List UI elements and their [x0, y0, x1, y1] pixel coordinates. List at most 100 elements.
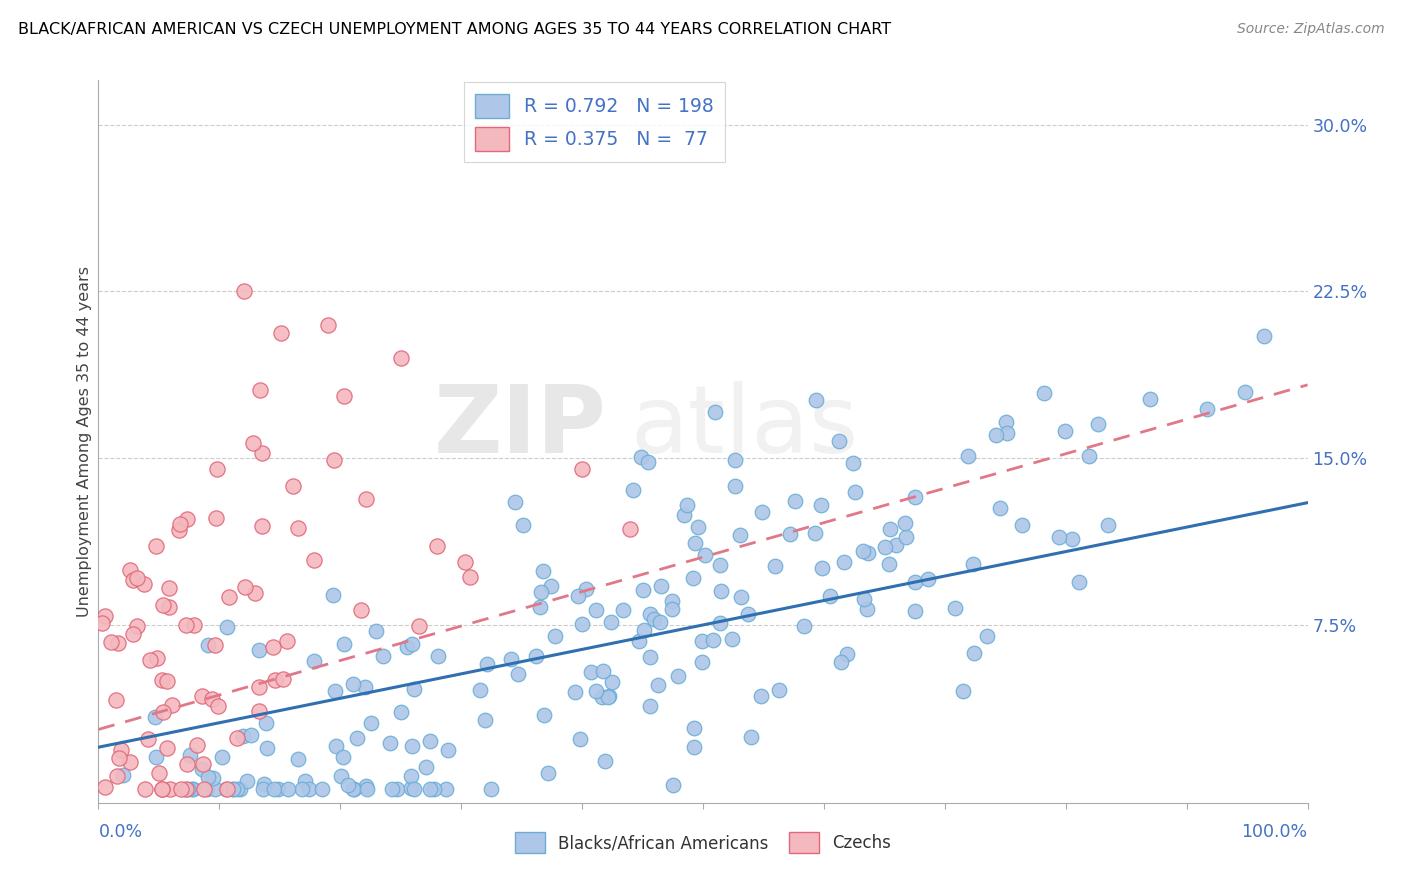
- Point: [204, 782, 226, 797]
- Point: [389, 705, 412, 719]
- Point: [267, 782, 290, 797]
- Point: [879, 522, 901, 536]
- Point: [661, 602, 683, 616]
- Point: [350, 602, 373, 616]
- Point: [138, 653, 160, 667]
- Point: [1054, 425, 1077, 439]
- Point: [145, 750, 167, 764]
- Point: [402, 782, 425, 797]
- Point: [619, 522, 641, 536]
- Point: [631, 583, 654, 598]
- Point: [201, 691, 224, 706]
- Point: [479, 782, 502, 797]
- Point: [1032, 386, 1054, 401]
- Point: [270, 326, 292, 341]
- Point: [751, 689, 773, 703]
- Point: [984, 428, 1007, 442]
- Point: [402, 682, 425, 697]
- Point: [378, 736, 401, 750]
- Point: [1062, 532, 1084, 546]
- Point: [683, 739, 706, 754]
- Point: [852, 544, 875, 558]
- Point: [709, 558, 731, 572]
- Point: [852, 592, 875, 607]
- Point: [793, 618, 815, 632]
- Point: [474, 714, 496, 728]
- Point: [662, 779, 685, 793]
- Point: [524, 648, 547, 663]
- Point: [222, 782, 245, 797]
- Point: [176, 757, 198, 772]
- Point: [107, 750, 129, 764]
- Point: [354, 492, 377, 507]
- Point: [263, 782, 285, 797]
- Point: [262, 640, 284, 654]
- Point: [917, 572, 939, 586]
- Point: [702, 632, 724, 647]
- Point: [256, 740, 278, 755]
- Point: [276, 634, 298, 648]
- Point: [333, 637, 356, 651]
- Point: [343, 782, 366, 797]
- Point: [132, 577, 155, 591]
- Point: [205, 462, 228, 476]
- Point: [976, 629, 998, 643]
- Point: [683, 536, 706, 550]
- Point: [316, 318, 339, 332]
- Point: [239, 728, 262, 742]
- Point: [385, 782, 408, 797]
- Point: [366, 624, 388, 639]
- Point: [311, 782, 333, 797]
- Point: [728, 528, 751, 542]
- Point: [356, 782, 378, 797]
- Point: [896, 530, 918, 544]
- Point: [419, 734, 441, 748]
- Point: [434, 782, 457, 797]
- Point: [730, 590, 752, 604]
- Point: [152, 598, 174, 612]
- Point: [1011, 518, 1033, 533]
- Text: BLACK/AFRICAN AMERICAN VS CZECH UNEMPLOYMENT AMONG AGES 35 TO 44 YEARS CORRELATI: BLACK/AFRICAN AMERICAN VS CZECH UNEMPLOY…: [18, 22, 891, 37]
- Point: [104, 693, 127, 707]
- Point: [197, 638, 219, 652]
- Point: [273, 672, 295, 686]
- Point: [399, 768, 422, 782]
- Point: [591, 690, 613, 704]
- Point: [169, 517, 191, 532]
- Point: [803, 526, 825, 541]
- Point: [499, 652, 522, 666]
- Point: [650, 579, 672, 593]
- Text: 0.0%: 0.0%: [98, 823, 142, 841]
- Point: [595, 755, 617, 769]
- Point: [174, 617, 197, 632]
- Point: [150, 673, 173, 687]
- Point: [242, 435, 264, 450]
- Point: [360, 715, 382, 730]
- Point: [156, 674, 179, 689]
- Point: [842, 456, 865, 470]
- Point: [121, 573, 143, 587]
- Point: [763, 558, 786, 573]
- Point: [721, 632, 744, 646]
- Point: [592, 664, 614, 678]
- Point: [143, 710, 166, 724]
- Text: Source: ZipAtlas.com: Source: ZipAtlas.com: [1237, 22, 1385, 37]
- Point: [830, 655, 852, 669]
- Point: [661, 593, 683, 607]
- Point: [127, 571, 149, 585]
- Point: [894, 516, 917, 530]
- Point: [322, 588, 344, 602]
- Point: [235, 581, 257, 595]
- Point: [612, 603, 634, 617]
- Point: [672, 508, 695, 523]
- Point: [186, 738, 208, 752]
- Point: [585, 603, 607, 617]
- Point: [571, 616, 593, 631]
- Point: [988, 501, 1011, 516]
- Point: [529, 600, 551, 615]
- Point: [710, 584, 733, 599]
- Point: [205, 511, 228, 525]
- Point: [281, 479, 304, 493]
- Point: [811, 560, 834, 574]
- Point: [690, 655, 713, 669]
